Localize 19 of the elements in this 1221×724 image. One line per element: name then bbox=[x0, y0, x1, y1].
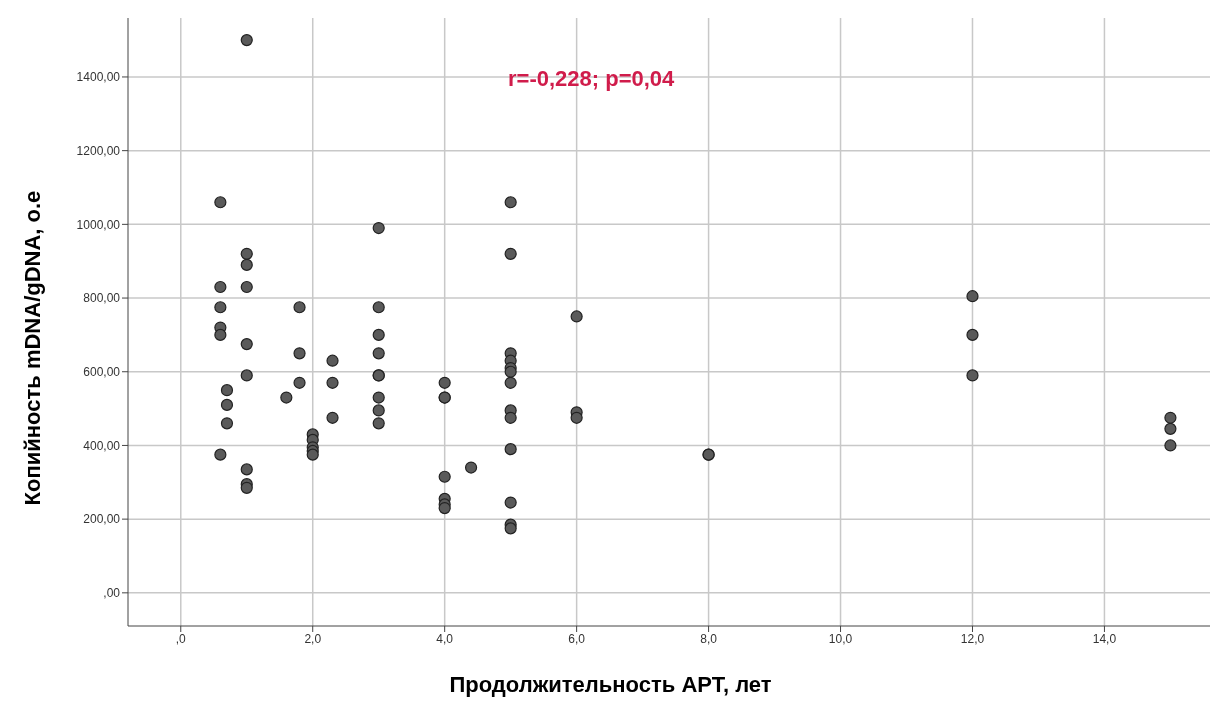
y-tick-label: 1000,00 bbox=[76, 217, 121, 232]
x-tick-label: 14,0 bbox=[1092, 631, 1117, 646]
y-axis-title: Копийность mDNA/gDNA, o.e bbox=[20, 190, 46, 506]
x-tick-label: ,0 bbox=[175, 631, 187, 646]
x-tick-label: 10,0 bbox=[828, 631, 853, 646]
x-tick-label: 6,0 bbox=[568, 631, 586, 646]
y-tick-label: 200,00 bbox=[83, 512, 121, 527]
y-tick-label: 1200,00 bbox=[76, 143, 121, 158]
y-tick-label: 400,00 bbox=[83, 438, 121, 453]
x-tick-label: 12,0 bbox=[960, 631, 985, 646]
y-tick-label: 1400,00 bbox=[76, 70, 121, 85]
x-axis-title: Продолжительность АРТ, лет bbox=[448, 672, 773, 698]
y-tick-label: 800,00 bbox=[83, 291, 121, 306]
x-tick-label: 8,0 bbox=[700, 631, 718, 646]
x-tick-label: 4,0 bbox=[436, 631, 454, 646]
y-tick-label: 600,00 bbox=[83, 365, 121, 380]
annotation: r=-0,228; p=0,04 bbox=[508, 66, 675, 92]
x-tick-label: 2,0 bbox=[304, 631, 322, 646]
y-tick-label: ,00 bbox=[103, 586, 121, 601]
